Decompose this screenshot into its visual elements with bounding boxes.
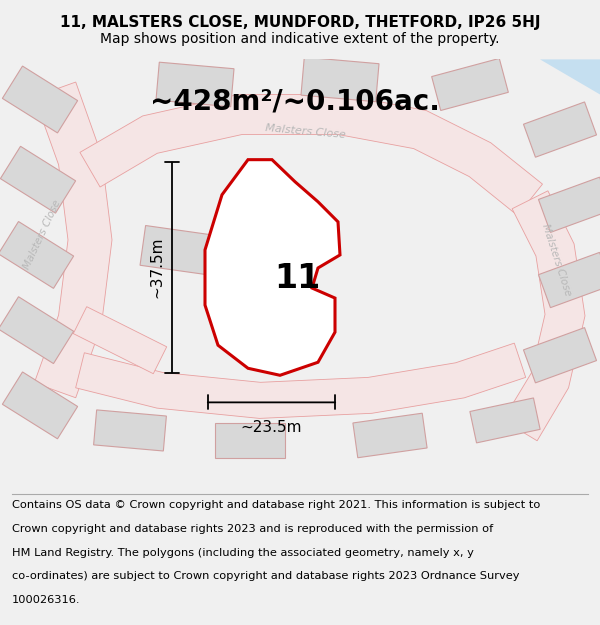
Text: 11, MALSTERS CLOSE, MUNDFORD, THETFORD, IP26 5HJ: 11, MALSTERS CLOSE, MUNDFORD, THETFORD, … xyxy=(60,15,540,30)
Text: Map shows position and indicative extent of the property.: Map shows position and indicative extent… xyxy=(100,32,500,46)
Text: co-ordinates) are subject to Crown copyright and database rights 2023 Ordnance S: co-ordinates) are subject to Crown copyr… xyxy=(12,571,520,581)
Polygon shape xyxy=(523,328,596,383)
Polygon shape xyxy=(80,94,542,216)
Polygon shape xyxy=(431,58,508,111)
Text: HM Land Registry. The polygons (including the associated geometry, namely x, y: HM Land Registry. The polygons (includin… xyxy=(12,548,474,558)
Polygon shape xyxy=(540,59,600,94)
Text: 100026316.: 100026316. xyxy=(12,595,80,605)
Polygon shape xyxy=(76,343,526,418)
Polygon shape xyxy=(523,102,596,158)
Polygon shape xyxy=(353,413,427,458)
Polygon shape xyxy=(73,307,167,374)
Polygon shape xyxy=(1,146,76,213)
Polygon shape xyxy=(215,423,285,458)
Polygon shape xyxy=(538,253,600,308)
Polygon shape xyxy=(538,177,600,232)
Polygon shape xyxy=(2,66,77,133)
Polygon shape xyxy=(503,191,585,441)
Text: Malsters Close: Malsters Close xyxy=(539,222,572,298)
Polygon shape xyxy=(34,82,112,398)
Polygon shape xyxy=(156,62,234,107)
Text: Crown copyright and database rights 2023 and is reproduced with the permission o: Crown copyright and database rights 2023… xyxy=(12,524,493,534)
Polygon shape xyxy=(205,159,340,375)
Text: ~37.5m: ~37.5m xyxy=(149,237,164,298)
Polygon shape xyxy=(470,398,540,443)
Polygon shape xyxy=(2,372,77,439)
Text: Malsters Close: Malsters Close xyxy=(265,123,346,140)
Polygon shape xyxy=(94,410,166,451)
Text: Malsters Close: Malsters Close xyxy=(22,199,62,271)
Text: Contains OS data © Crown copyright and database right 2021. This information is : Contains OS data © Crown copyright and d… xyxy=(12,500,541,510)
Polygon shape xyxy=(0,297,74,364)
Polygon shape xyxy=(140,226,210,274)
Polygon shape xyxy=(301,57,379,102)
Text: ~428m²/~0.106ac.: ~428m²/~0.106ac. xyxy=(150,88,440,116)
Text: ~23.5m: ~23.5m xyxy=(241,421,302,436)
Polygon shape xyxy=(0,221,74,288)
Text: 11: 11 xyxy=(275,262,321,295)
